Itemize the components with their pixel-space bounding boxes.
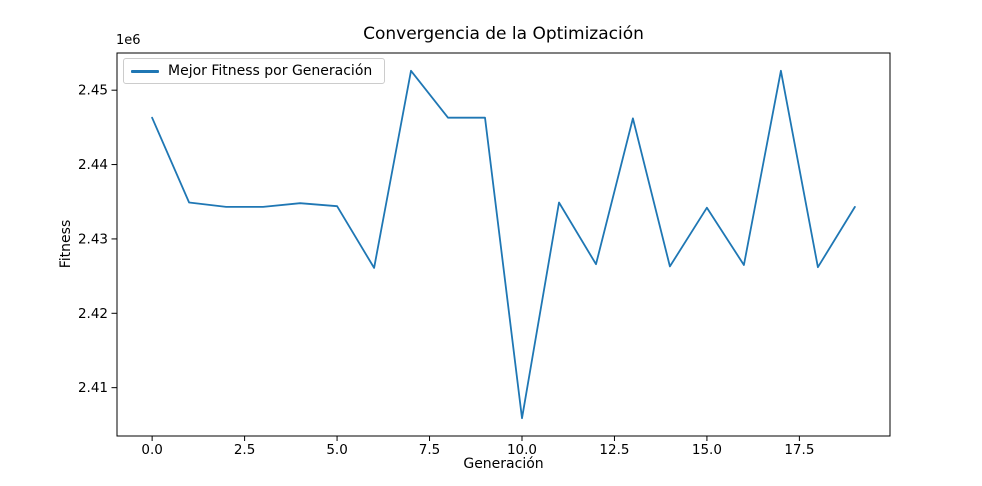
x-tick-label: 17.5 bbox=[784, 442, 814, 458]
x-tick-label: 0.0 bbox=[141, 442, 162, 458]
x-tick-label: 7.5 bbox=[419, 442, 440, 458]
x-axis-label: Generación bbox=[463, 456, 544, 472]
y-tick-label: 2.44 bbox=[78, 157, 108, 173]
chart-title: Convergencia de la Optimización bbox=[363, 24, 644, 44]
axes-spines bbox=[116, 52, 891, 437]
x-tick-label: 5.0 bbox=[326, 442, 347, 458]
x-tick-label: 15.0 bbox=[692, 442, 722, 458]
y-tick-label: 2.45 bbox=[78, 83, 108, 99]
y-tick-label: 2.42 bbox=[78, 306, 108, 322]
legend-line-swatch bbox=[131, 69, 159, 73]
legend-label: Mejor Fitness por Generación bbox=[168, 63, 373, 79]
legend: Mejor Fitness por Generación bbox=[123, 58, 385, 84]
y-tick-label: 2.41 bbox=[78, 380, 108, 396]
y-tick-label: 2.43 bbox=[78, 231, 108, 247]
x-tick-label: 12.5 bbox=[599, 442, 629, 458]
y-axis-label: Fitness bbox=[58, 219, 74, 269]
x-tick-label: 10.0 bbox=[507, 442, 537, 458]
y-axis-offset-label: 1e6 bbox=[116, 33, 141, 48]
fitness-line-series bbox=[151, 69, 856, 420]
x-tick-label: 2.5 bbox=[234, 442, 255, 458]
